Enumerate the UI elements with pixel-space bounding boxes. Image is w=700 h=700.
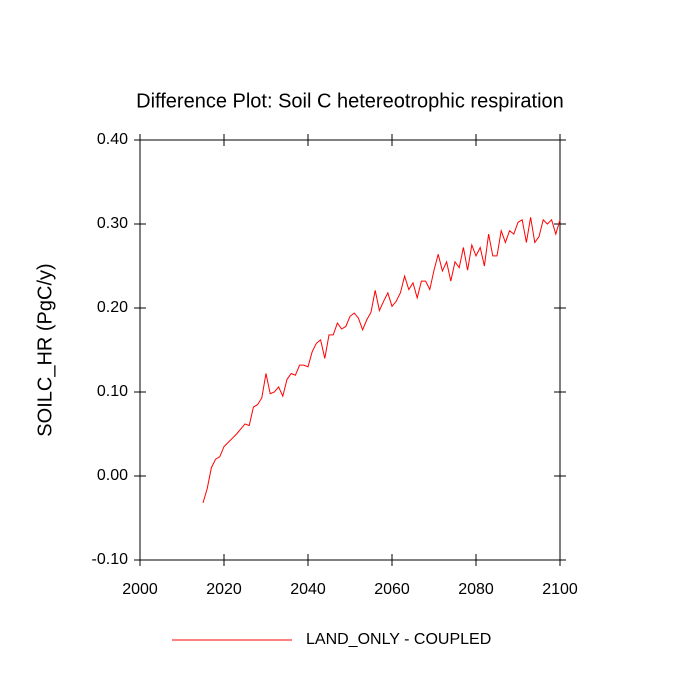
x-tick-label: 2080 <box>458 581 494 598</box>
y-tick-label: -0.10 <box>92 551 129 568</box>
x-tick-label: 2000 <box>122 581 158 598</box>
x-tick-label: 2040 <box>290 581 326 598</box>
plot-frame <box>139 139 561 561</box>
x-tick-label: 2060 <box>374 581 410 598</box>
y-tick-label: 0.10 <box>97 383 128 400</box>
x-tick-label: 2100 <box>542 581 578 598</box>
y-tick-label: 0.00 <box>97 467 128 484</box>
legend-label: LAND_ONLY - COUPLED <box>306 631 491 648</box>
y-tick-label: 0.30 <box>97 215 128 232</box>
y-axis-label: SOILC_HR (PgC/y) <box>34 263 56 436</box>
data-line <box>202 217 561 504</box>
x-tick-label: 2020 <box>206 581 242 598</box>
chart-title: Difference Plot: Soil C hetereotrophic r… <box>136 90 564 112</box>
y-tick-label: 0.20 <box>97 299 128 316</box>
y-tick-label: 0.40 <box>97 131 128 148</box>
